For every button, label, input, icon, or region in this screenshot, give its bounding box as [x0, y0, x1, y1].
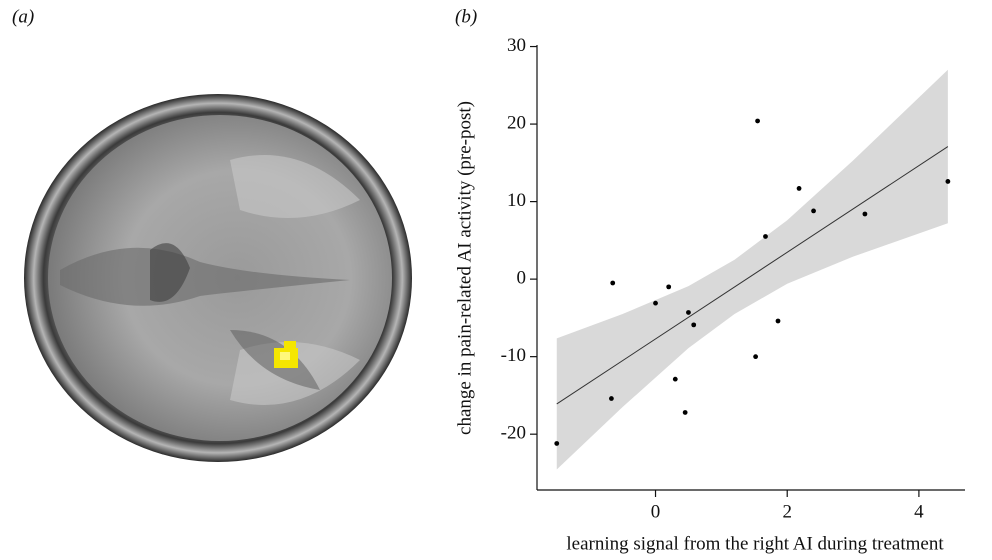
point [811, 208, 816, 214]
point [775, 318, 781, 324]
point [682, 410, 688, 415]
y-axis-label: change in pain-related AI activity (pre-… [454, 101, 475, 435]
point [755, 118, 760, 124]
y-tick-label: -20 [501, 423, 526, 444]
point [653, 300, 658, 306]
panel-label: (b) [455, 6, 477, 27]
point [686, 310, 691, 315]
y-tick-label: 20 [507, 112, 526, 133]
x-axis-label: learning signal from the right AI during… [566, 533, 944, 554]
fit-line [556, 146, 949, 405]
brain-image [24, 94, 412, 462]
point [862, 211, 868, 217]
point [610, 280, 616, 286]
y-tick-label: -10 [501, 345, 526, 366]
panel-label: (a) [12, 6, 34, 27]
y-tick-label: 0 [517, 267, 527, 288]
x-tick-label: 4 [914, 501, 924, 522]
point [609, 396, 614, 401]
x-tick-label: 2 [782, 501, 792, 522]
point [672, 376, 678, 382]
point [691, 322, 697, 328]
confidence-band [556, 69, 948, 470]
point [945, 179, 951, 184]
x-tick-label: 0 [651, 501, 661, 522]
point [554, 441, 560, 446]
y-tick-label: 30 [507, 35, 526, 56]
point [666, 284, 672, 290]
point [753, 354, 759, 360]
y-tick-label: 10 [507, 190, 526, 211]
point [796, 186, 802, 191]
point [763, 234, 768, 239]
